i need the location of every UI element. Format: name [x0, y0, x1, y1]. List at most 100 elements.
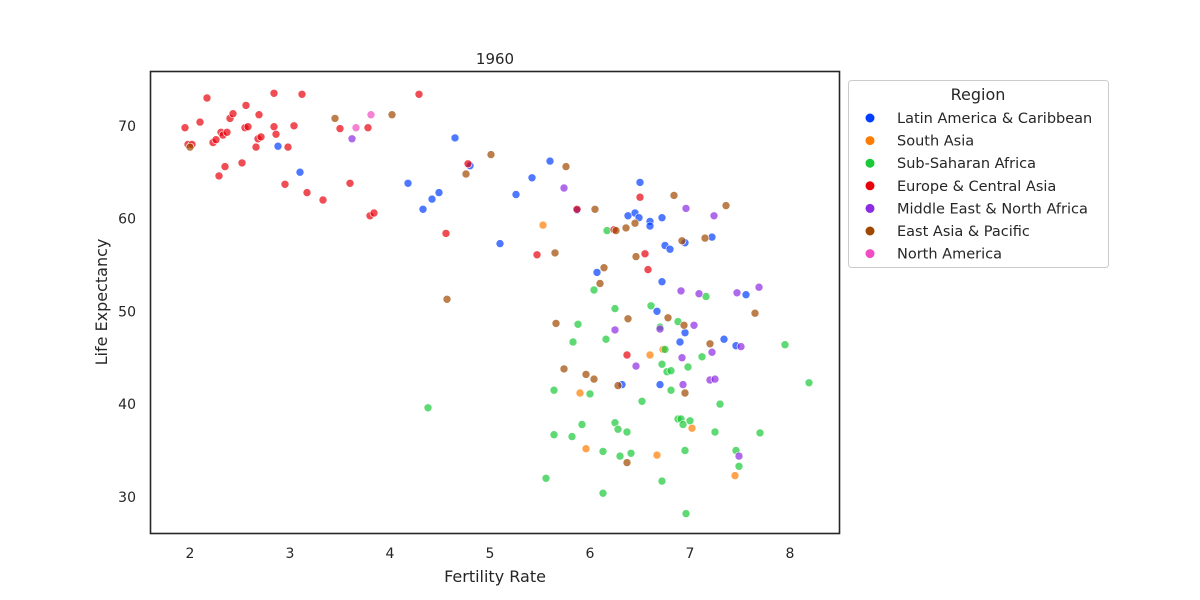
data-point	[697, 352, 707, 362]
data-point	[680, 446, 690, 455]
data-point	[665, 244, 675, 254]
data-point	[573, 319, 583, 329]
data-point	[630, 218, 640, 228]
data-point	[185, 142, 195, 152]
data-point	[681, 509, 691, 518]
data-point	[622, 427, 632, 437]
data-point	[418, 205, 428, 214]
data-point	[631, 361, 641, 371]
data-point	[622, 350, 632, 360]
data-point	[423, 403, 433, 413]
data-point	[601, 334, 611, 344]
data-point	[676, 286, 686, 296]
data-point	[655, 380, 665, 389]
x-tick-label: 7	[686, 546, 695, 562]
data-point	[715, 399, 725, 409]
data-point	[734, 461, 744, 471]
data-point	[755, 428, 765, 438]
data-point	[442, 294, 452, 304]
data-point	[551, 319, 561, 328]
data-point	[559, 183, 569, 193]
data-point	[646, 301, 656, 311]
data-point	[545, 156, 555, 166]
data-point	[680, 328, 690, 338]
data-point	[532, 250, 542, 260]
axis-ticks: 2 3 4 5 6 7 8 30 40 50 60 70	[118, 119, 794, 562]
legend-marker	[865, 203, 875, 213]
data-point	[495, 239, 505, 248]
data-point	[645, 221, 655, 231]
data-point	[663, 313, 673, 323]
data-point	[730, 471, 740, 480]
data-point	[220, 162, 230, 171]
data-point	[550, 248, 560, 258]
data-point	[273, 141, 283, 151]
data-point	[734, 451, 744, 461]
data-point	[211, 135, 221, 144]
data-point	[222, 128, 232, 137]
data-point	[237, 158, 247, 168]
data-point	[577, 420, 587, 429]
x-tick-label: 8	[786, 546, 795, 562]
data-point	[640, 249, 650, 259]
data-point	[302, 188, 312, 197]
data-point	[589, 285, 599, 295]
data-point	[710, 374, 720, 384]
data-point	[195, 117, 205, 127]
legend-items: Latin America & Caribbean South Asia Sub-S…	[865, 111, 1092, 263]
data-point	[567, 432, 577, 441]
legend-label: East Asia & Pacific	[897, 224, 1030, 240]
legend-label: Latin America & Caribbean	[897, 111, 1092, 127]
data-point	[657, 213, 667, 222]
data-point	[318, 195, 328, 205]
data-point	[637, 396, 647, 406]
legend-label: North America	[897, 247, 1002, 263]
data-point	[754, 282, 764, 292]
data-point	[441, 229, 451, 238]
data-point	[256, 132, 266, 142]
x-tick-label: 3	[286, 546, 295, 562]
data-point	[709, 211, 719, 221]
data-point	[611, 226, 621, 235]
data-point	[652, 306, 662, 316]
data-point	[330, 114, 340, 123]
legend-marker	[865, 158, 875, 168]
data-point	[707, 347, 717, 357]
data-point	[527, 173, 537, 183]
data-point	[622, 458, 632, 467]
y-tick-label: 60	[118, 212, 136, 228]
data-point	[572, 205, 582, 214]
data-point	[669, 191, 679, 200]
y-tick-label: 40	[118, 397, 136, 413]
data-point	[610, 325, 620, 335]
data-point	[683, 362, 693, 372]
data-point	[780, 340, 790, 350]
data-point	[657, 359, 667, 369]
data-point	[675, 337, 685, 347]
data-point	[463, 159, 473, 169]
data-point	[251, 142, 261, 152]
data-point	[581, 444, 591, 454]
data-point	[660, 345, 670, 354]
x-tick-label: 4	[386, 546, 395, 562]
x-axis-label: Fertility Rate	[444, 567, 546, 586]
x-tick-label: 2	[186, 546, 195, 562]
data-point	[705, 339, 715, 349]
data-point	[297, 90, 307, 99]
data-point	[741, 290, 751, 300]
data-point	[595, 279, 605, 288]
data-point	[581, 370, 591, 379]
legend-marker	[865, 181, 875, 191]
legend-label: South Asia	[897, 134, 974, 150]
data-point	[228, 109, 238, 118]
data-point	[243, 122, 253, 131]
data-point	[269, 122, 279, 131]
data-point	[202, 93, 212, 103]
data-point	[592, 268, 602, 277]
data-point	[710, 427, 720, 437]
legend-label: Middle East & North Africa	[897, 201, 1088, 217]
data-point	[403, 179, 413, 188]
data-point	[666, 366, 676, 376]
data-point	[677, 236, 687, 246]
